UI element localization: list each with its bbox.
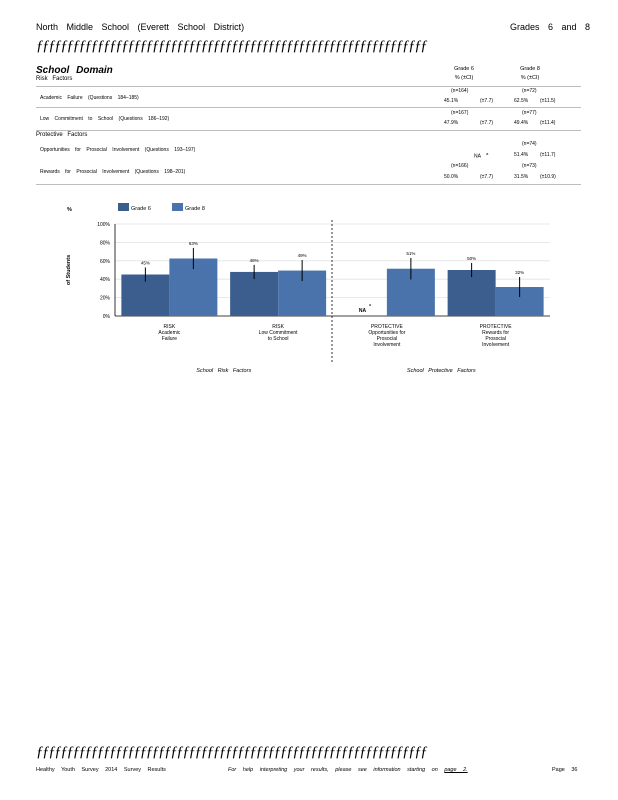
bar-value-label: 32% — [515, 270, 524, 275]
x-category-label: PROTECTIVE — [371, 324, 404, 330]
x-category-label: Involvement — [482, 342, 510, 348]
school-domain-chart: Grade 6 Grade 8% of Students 0% 20% 40% 60% 80%… — [66, 203, 550, 374]
row3-name: Opportunities for Prosocial Involvement … — [40, 147, 196, 153]
x-category-label: Academic — [158, 330, 180, 336]
row4-ci6: (±7.7) — [480, 174, 494, 180]
row3-n8: (n=74) — [522, 141, 537, 147]
row1-n8: (n=72) — [522, 88, 537, 94]
help-text: For help interpreting your results, plea… — [228, 767, 468, 773]
risk-factors-label: Risk Factors — [36, 76, 73, 82]
row2-ci8: (±11.4) — [540, 120, 556, 126]
grade8-col-title: Grade 8 — [520, 66, 540, 72]
row2-name: Low Commitment to School (Questions 186–… — [40, 116, 170, 122]
row4-n8: (n=73) — [522, 163, 537, 169]
group-label-risk: School Risk Factors — [196, 368, 251, 374]
row2-n6: (n=167) — [451, 110, 469, 116]
survey-name: Healthy Youth Survey 2014 Survey Results — [36, 767, 166, 773]
x-category-label: to School — [268, 336, 289, 342]
footer-rule: ƒƒƒƒƒƒƒƒƒƒƒƒƒƒƒƒƒƒƒƒƒƒƒƒƒƒƒƒƒƒƒƒƒƒƒƒƒƒƒƒ… — [36, 745, 428, 759]
page-number: Page 36 — [552, 767, 578, 773]
x-category-label: RISK — [164, 324, 176, 330]
y-axis-label: of Students — [66, 255, 72, 285]
row4-v6: 50.0% — [444, 174, 459, 180]
group-label-protective: School Protective Factors — [407, 368, 476, 374]
bar-value-label: 49% — [298, 253, 307, 258]
row4-ci8: (±10.9) — [540, 174, 556, 180]
row-divider — [36, 130, 581, 131]
bar-grade-6 — [447, 270, 496, 316]
bar-value-label: 48% — [250, 258, 259, 263]
x-category-label: Prosocial — [485, 336, 506, 342]
x-category-label: Opportunities for — [368, 330, 405, 336]
bar-value-label: 51% — [406, 251, 415, 256]
x-category-label: Rewards for — [482, 330, 509, 336]
legend-swatch-grade6 — [118, 203, 129, 211]
row2-n8: (n=77) — [522, 110, 537, 116]
row3-v8: 51.4% — [514, 152, 529, 158]
grade6-col-sub: % (±CI) — [454, 75, 474, 81]
grade6-col-title: Grade 6 — [454, 66, 474, 72]
x-category-label: PROTECTIVE — [480, 324, 513, 330]
legend-swatch-grade8 — [172, 203, 183, 211]
row1-v6: 45.1% — [444, 98, 459, 104]
legend-label-grade8: Grade 8 — [185, 206, 205, 212]
row3-ci8: (±11.7) — [540, 152, 556, 158]
help-page-link[interactable]: page 2. — [444, 767, 468, 773]
x-category-label: RISK — [272, 324, 284, 330]
row1-name: Academic Failure (Questions 184–185) — [40, 95, 139, 101]
bar-na-label: NA — [359, 308, 367, 314]
row2-v6: 47.9% — [444, 120, 459, 126]
y-axis-label-top: % — [67, 207, 72, 213]
row1-n6: (n=164) — [451, 88, 469, 94]
x-category-label: Failure — [162, 336, 178, 342]
row4-name: Rewards for Prosocial Involvement (Quest… — [40, 169, 186, 175]
legend-label-grade6: Grade 6 — [131, 206, 151, 212]
school-name: North Middle School (Everett School Dist… — [36, 22, 245, 32]
header-rule: ƒƒƒƒƒƒƒƒƒƒƒƒƒƒƒƒƒƒƒƒƒƒƒƒƒƒƒƒƒƒƒƒƒƒƒƒƒƒƒƒ… — [36, 39, 428, 53]
grades-label: Grades 6 and 8 — [510, 22, 591, 32]
row1-ci8: (±11.5) — [540, 98, 556, 104]
row-divider — [36, 184, 581, 185]
x-category-label: Low Commitment — [259, 330, 299, 336]
y-tick-label: 20% — [100, 296, 111, 302]
row1-ci6: (±7.7) — [480, 98, 494, 104]
y-tick-label: 80% — [100, 240, 111, 246]
grade8-col-sub: % (±CI) — [520, 75, 540, 81]
row2-ci6: (±7.7) — [480, 120, 494, 126]
row4-v8: 31.5% — [514, 174, 529, 180]
y-tick-label: 100% — [97, 222, 110, 228]
bar-value-label: 50% — [467, 256, 476, 261]
row1-v8: 62.5% — [514, 98, 529, 104]
bar-grade-6 — [230, 271, 279, 316]
row4-n6: (n=166) — [451, 163, 469, 169]
y-tick-label: 40% — [100, 277, 111, 283]
row2-v8: 49.4% — [514, 120, 529, 126]
bar-value-label: 63% — [189, 241, 198, 246]
y-tick-label: 60% — [100, 259, 111, 265]
row3-v6: NA a — [474, 151, 489, 160]
na-footnote-mark: a — [486, 151, 489, 156]
y-tick-label: 0% — [103, 314, 111, 320]
protective-factors-label: Protective Factors — [36, 132, 88, 138]
bar-na-footnote: a — [369, 302, 372, 307]
bar-value-label: 45% — [141, 260, 150, 265]
domain-title: School Domain — [36, 65, 113, 76]
x-category-label: Involvement — [373, 342, 401, 348]
row-divider — [36, 86, 581, 87]
x-category-label: Prosocial — [377, 336, 398, 342]
row-divider — [36, 107, 581, 108]
